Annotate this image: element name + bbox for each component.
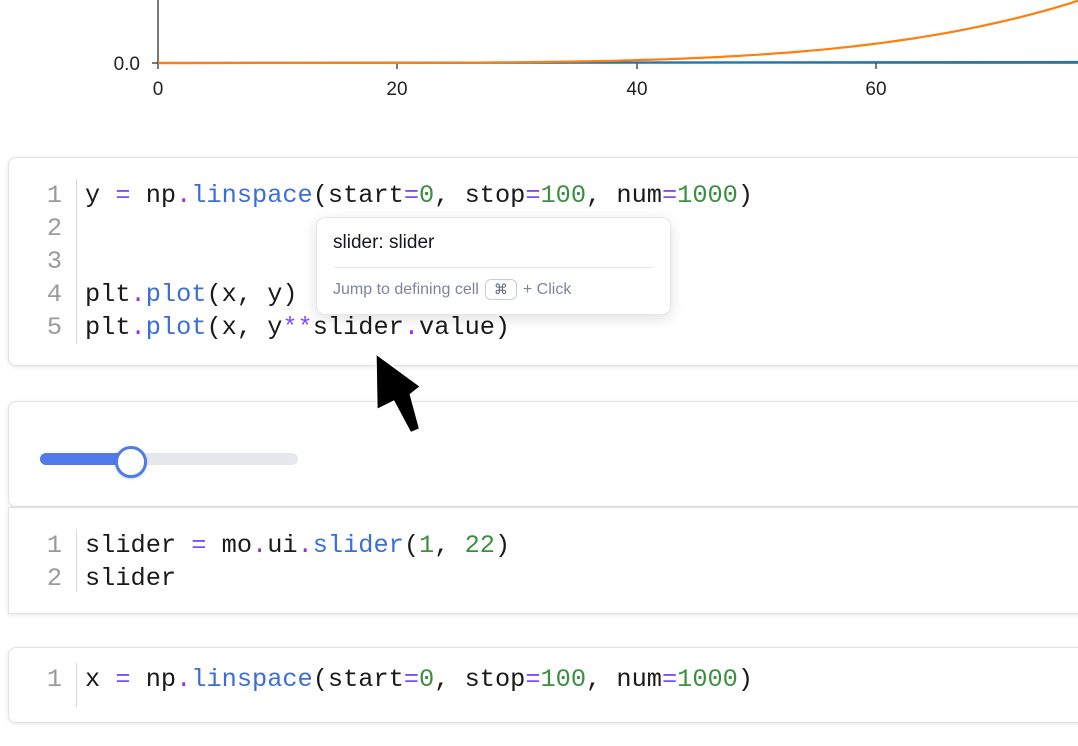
svg-text:0.0: 0.0 [114,54,140,75]
svg-text:60: 60 [865,79,886,100]
svg-text:0: 0 [153,79,164,100]
svg-text:40: 40 [626,79,647,100]
svg-text:20: 20 [386,79,407,100]
